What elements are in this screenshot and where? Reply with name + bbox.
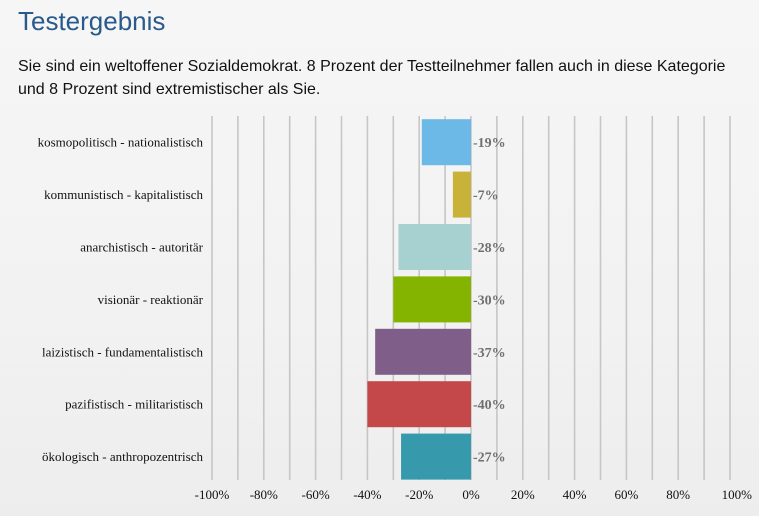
- x-tick-label: 80%: [666, 487, 690, 502]
- value-label: -27%: [473, 451, 506, 466]
- category-label: visionär - reaktionär: [98, 292, 204, 307]
- x-tick-label: -40%: [353, 487, 381, 502]
- x-tick-label: -60%: [302, 487, 330, 502]
- category-label: anarchistisch - autoritär: [80, 240, 203, 255]
- value-label: -30%: [473, 293, 506, 308]
- category-label: laizistisch - fundamentalistisch: [42, 344, 204, 359]
- bar[interactable]: [421, 119, 471, 166]
- value-labels: -19% -7% -28% -30% -37% -40% -27%: [473, 136, 506, 465]
- x-axis-tick-labels: -100% -80% -60% -40% -20% 0% 20% 40% 60% 80% 100%: [195, 487, 752, 502]
- bars: [367, 119, 471, 480]
- x-tick-label: 100%: [722, 487, 753, 502]
- category-labels: kosmopolitisch - nationalistisch kommunis…: [38, 135, 204, 464]
- x-tick-label: -80%: [250, 487, 278, 502]
- category-label: kommunistisch - kapitalistisch: [44, 187, 203, 202]
- bar[interactable]: [452, 171, 471, 218]
- x-tick-label: 20%: [511, 487, 535, 502]
- x-tick-label: 40%: [563, 487, 587, 502]
- page-title: Testergebnis: [18, 6, 166, 36]
- bar[interactable]: [375, 328, 471, 375]
- x-tick-label: -20%: [405, 487, 433, 502]
- value-label: -37%: [473, 346, 506, 361]
- bar[interactable]: [401, 433, 471, 480]
- value-label: -19%: [473, 136, 506, 151]
- bar[interactable]: [393, 276, 471, 323]
- value-label: -40%: [473, 398, 506, 413]
- category-label: kosmopolitisch - nationalistisch: [38, 135, 204, 150]
- value-label: -28%: [473, 241, 506, 256]
- bar[interactable]: [398, 224, 471, 270]
- result-text: Sie sind ein weltoffener Sozialdemokrat.…: [18, 58, 726, 98]
- bar[interactable]: [367, 381, 471, 428]
- category-label: ökologisch - anthropozentrisch: [42, 449, 204, 464]
- category-label: pazifistisch - militaristisch: [65, 397, 203, 412]
- value-label: -7%: [473, 189, 499, 204]
- x-tick-label: 60%: [614, 487, 638, 502]
- x-tick-label: -100%: [195, 487, 230, 502]
- x-tick-label: 0%: [462, 487, 480, 502]
